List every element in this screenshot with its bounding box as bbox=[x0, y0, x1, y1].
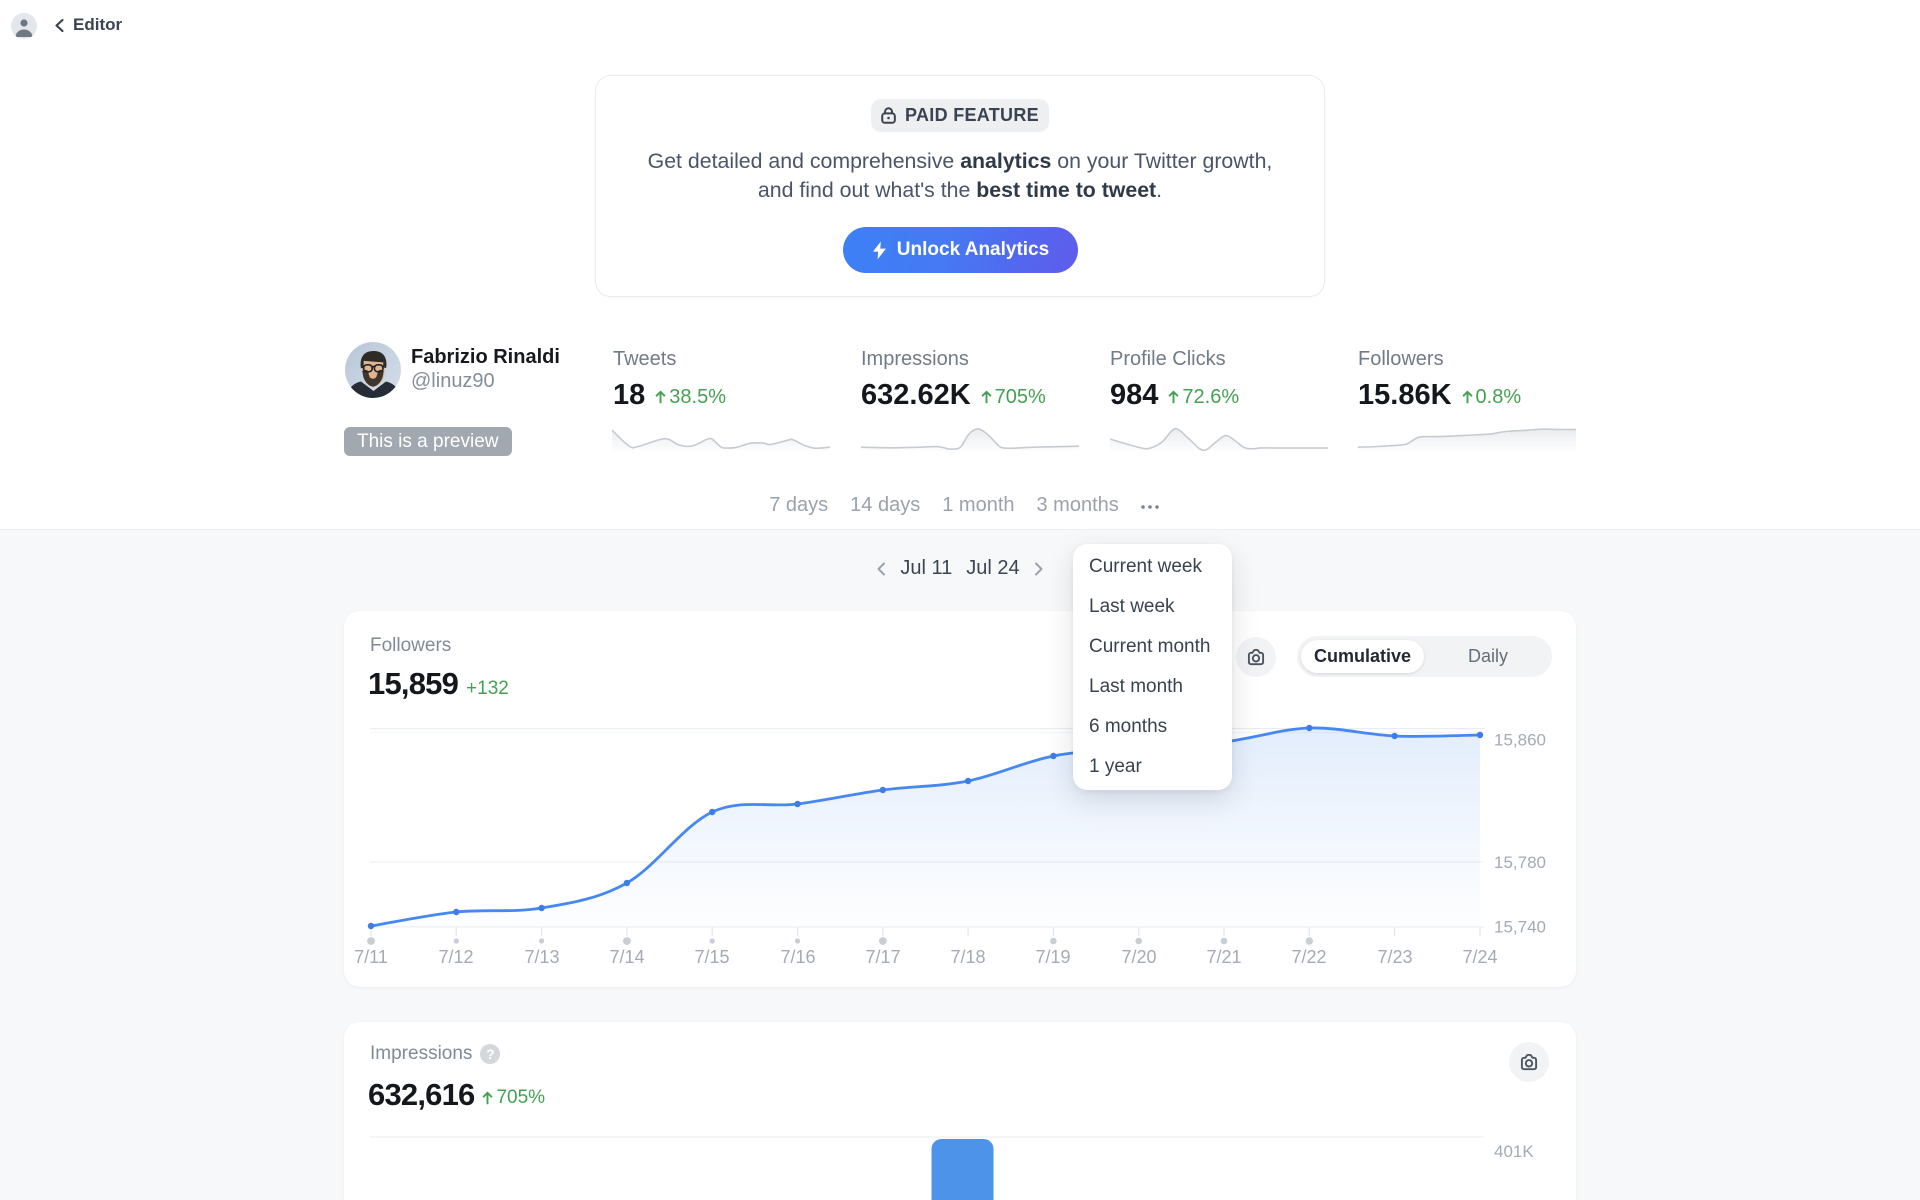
svg-text:7/16: 7/16 bbox=[780, 947, 815, 967]
svg-text:7/14: 7/14 bbox=[609, 947, 644, 967]
svg-text:7/12: 7/12 bbox=[438, 947, 473, 967]
svg-text:7/19: 7/19 bbox=[1035, 947, 1070, 967]
svg-text:15,860: 15,860 bbox=[1494, 731, 1546, 750]
svg-text:7/23: 7/23 bbox=[1377, 947, 1412, 967]
svg-text:7/13: 7/13 bbox=[524, 947, 559, 967]
svg-text:7/17: 7/17 bbox=[865, 947, 900, 967]
svg-text:15,780: 15,780 bbox=[1494, 853, 1546, 872]
svg-text:15,740: 15,740 bbox=[1494, 918, 1546, 937]
svg-text:401K: 401K bbox=[1494, 1142, 1534, 1161]
svg-text:7/22: 7/22 bbox=[1291, 947, 1326, 967]
svg-text:7/20: 7/20 bbox=[1121, 947, 1156, 967]
svg-text:7/21: 7/21 bbox=[1206, 947, 1241, 967]
svg-text:7/15: 7/15 bbox=[694, 947, 729, 967]
svg-text:7/24: 7/24 bbox=[1462, 947, 1497, 967]
svg-text:7/11: 7/11 bbox=[354, 947, 388, 967]
svg-text:7/18: 7/18 bbox=[950, 947, 985, 967]
